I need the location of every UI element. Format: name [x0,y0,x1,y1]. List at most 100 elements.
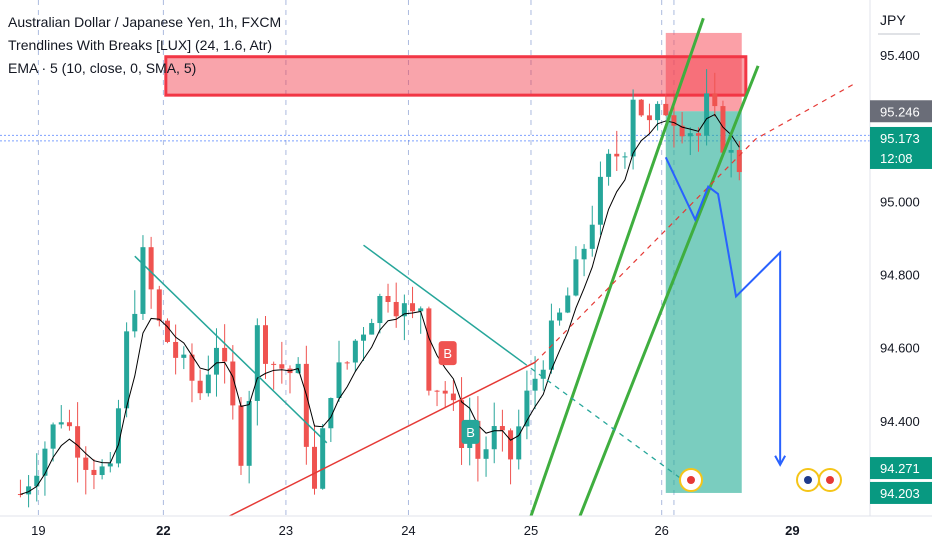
candle-body [655,103,661,121]
candle-body [148,247,154,290]
candle-body [491,426,497,450]
candle-body [597,176,603,225]
candle-body [704,93,710,136]
candle-body [34,475,40,487]
event-flag-jp-icon [818,468,842,492]
candle-body [557,312,563,321]
candle-body [164,320,170,342]
price-tick-label: 94.400 [880,414,920,429]
candle-body [271,363,277,365]
time-tick-label: 26 [654,523,668,538]
candle-body [410,303,416,312]
stop-loss-zone [665,32,742,112]
price-tick-label: 95.000 [880,194,920,209]
price-tag-label: 94.271 [880,461,920,476]
event-flag-au-icon [796,468,820,492]
candle-body [279,364,285,369]
candle-body [246,400,252,466]
price-axis[interactable]: JPY 95.400 95.000 94.800 94.600 94.400 95.246 9… [869,0,932,550]
flag-dot [804,476,812,484]
price-tick-label: 94.800 [880,267,920,282]
candle-body [91,469,97,476]
candle-body [532,378,538,391]
event-flag-jp-icon [679,468,703,492]
candle-body [712,93,718,107]
candle-body [679,125,685,137]
trendline-teal-1 [134,255,328,444]
candle-body [262,325,268,364]
time-tick-label: 22 [156,523,170,538]
candle-body [107,463,113,467]
candle-body [58,422,64,425]
price-tag-box [870,457,932,480]
candle-body [434,390,440,392]
candle-body [124,331,130,409]
candle-body [695,133,701,136]
price-tag-box [870,126,932,169]
trendline-teal-2 [363,244,524,363]
projection-arrowhead [774,455,787,467]
candle-body [638,99,644,116]
candle-body [254,325,260,401]
time-tick-label: 19 [31,523,45,538]
candle-body [622,156,628,158]
candle-body [646,115,652,121]
candle-body [320,428,326,489]
candle-body [589,224,595,249]
candle-series [17,69,742,508]
drawing-layer: BB [20,17,854,517]
candle-body [205,374,211,394]
break-signal-bearish: B [438,341,457,366]
candle-body [736,149,742,173]
time-tick-label: 24 [401,523,415,538]
candle-body [720,106,726,153]
chart-legend: Australian Dollar / Japanese Yen, 1h, FX… [8,11,281,80]
candle-body [26,486,32,495]
trendline-teal-2-dashed [522,361,683,480]
candle-body [222,347,228,362]
candle-body [606,153,612,177]
indicator-ema-label[interactable]: EMA · 5 (10, close, 0, SMA, 5) [8,60,197,76]
currency-label: JPY [880,12,906,28]
supply-zone [164,55,748,97]
signal-box [461,419,480,444]
channel-upper-line [529,17,705,517]
price-tag-box [870,481,932,504]
time-tick-label: 29 [785,523,799,538]
candle-body [312,446,318,489]
symbol-title[interactable]: Australian Dollar / Japanese Yen, 1h, FX… [8,14,282,30]
candle-body [524,390,530,427]
candle-body [499,426,505,431]
candle-body [99,466,105,476]
channel-lower-line [578,65,760,517]
candle-body [156,289,162,321]
indicator-trendlines-label[interactable]: Trendlines With Breaks [LUX] (24, 1.6, A… [8,37,273,53]
candle-body [66,422,72,427]
price-tick-label: 94.600 [880,341,920,356]
signal-label: B [466,425,475,440]
candle-body [352,340,358,363]
candle-body [213,347,219,375]
time-axis[interactable]: 19 22 23 24 25 26 29 [0,515,932,538]
candle-body [442,390,448,394]
candle-body [17,494,23,496]
projection-path [664,156,782,465]
candle-body [189,354,195,381]
candle-body [614,153,620,157]
candle-body [238,405,244,466]
signal-label: B [443,346,452,361]
signal-box [438,341,457,366]
candle-body [50,424,56,449]
candle-body [361,334,367,341]
candle-body [540,369,546,379]
price-tag-label: 94.203 [880,486,920,501]
countdown-label: 12:08 [880,151,913,166]
take-profit-zone [665,111,742,493]
candle-body [377,296,383,324]
ema-line [20,113,740,495]
candle-body [393,301,399,317]
candle-body [132,313,138,332]
price-tag-box [870,100,932,123]
candle-body [75,426,81,458]
